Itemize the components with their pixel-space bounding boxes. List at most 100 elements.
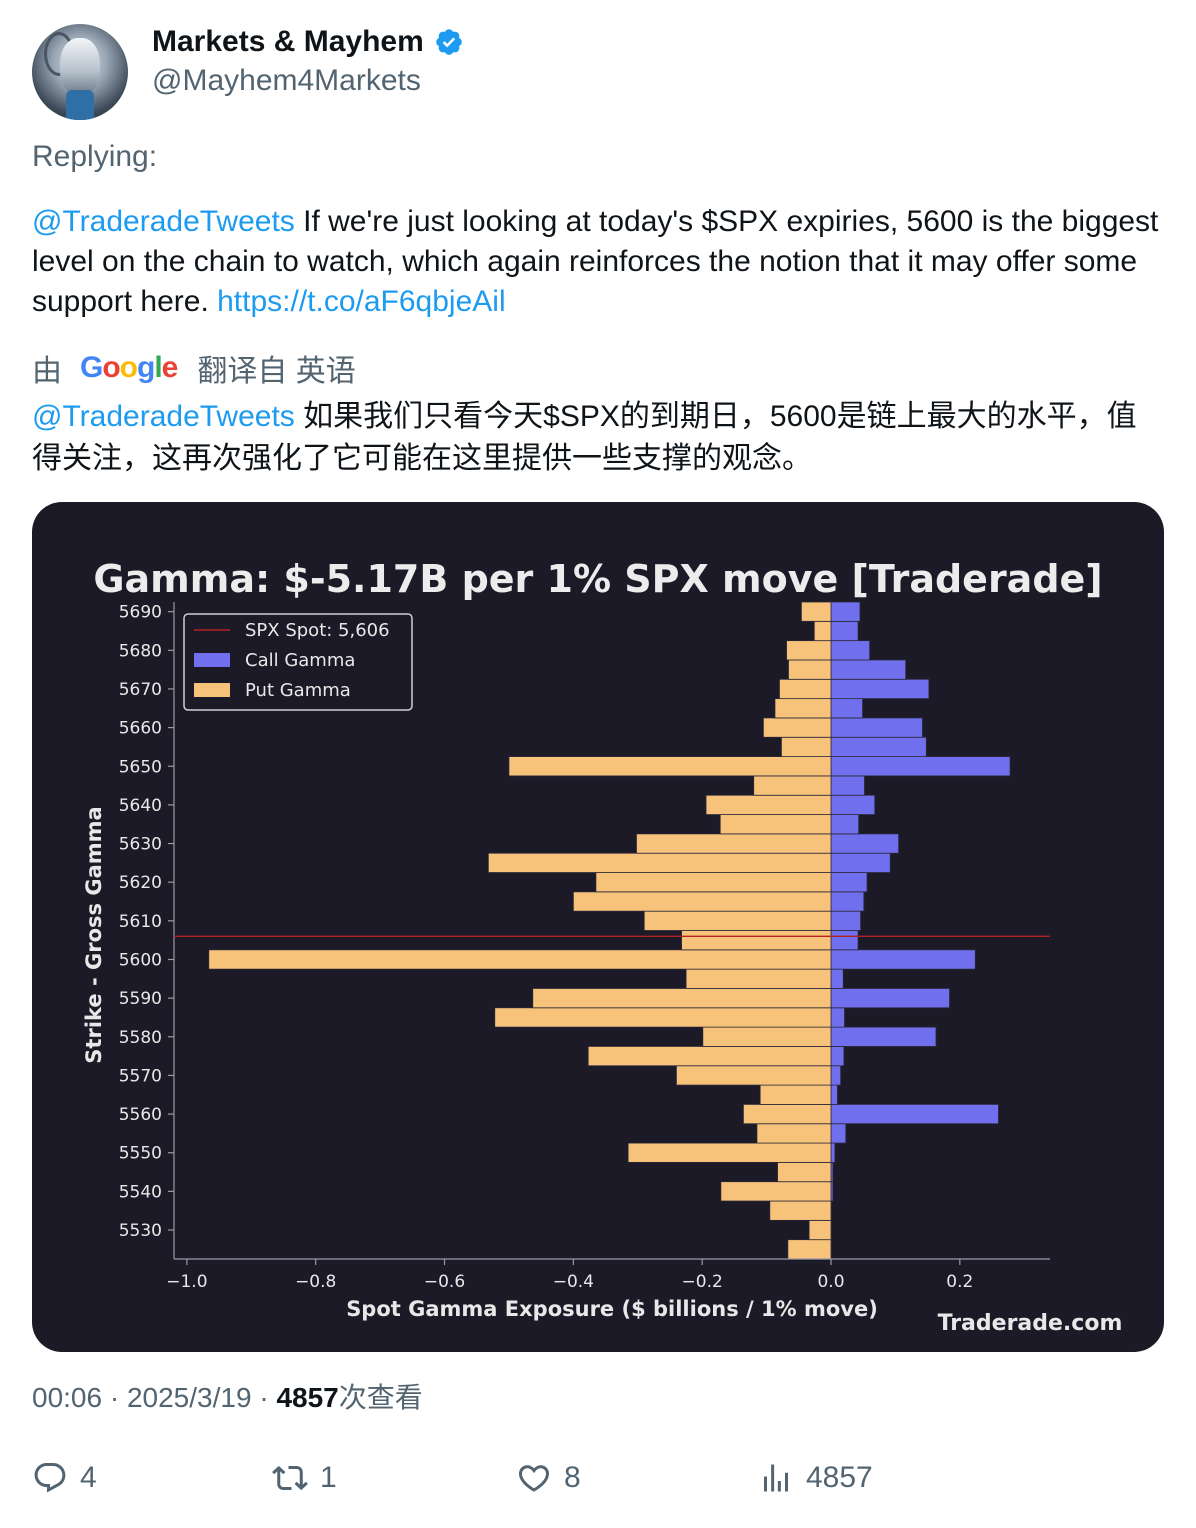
author-name-row: Markets & Mayhem xyxy=(152,24,464,60)
put-gamma-bar xyxy=(759,1084,832,1105)
legend-put-swatch xyxy=(194,683,230,697)
avatar[interactable] xyxy=(32,24,128,120)
reply-button[interactable]: 4 xyxy=(32,1460,97,1496)
call-gamma-bar xyxy=(830,736,927,757)
views-button[interactable]: 4857 xyxy=(758,1460,873,1496)
put-gamma-bar xyxy=(779,678,832,700)
put-gamma-bar xyxy=(769,1200,832,1221)
tweet-date[interactable]: 2025/3/19 xyxy=(126,1382,252,1413)
put-gamma-bar xyxy=(508,756,832,777)
put-gamma-bar xyxy=(705,794,832,815)
y-tick-label: 5600 xyxy=(119,950,162,970)
y-tick-label: 5530 xyxy=(119,1221,162,1241)
put-gamma-bar xyxy=(208,949,832,970)
tweet-time[interactable]: 00:06 xyxy=(32,1382,103,1413)
call-gamma-bar xyxy=(830,1142,836,1163)
put-gamma-bar xyxy=(813,620,832,642)
x-tick-label: −1.0 xyxy=(166,1272,207,1292)
y-tick-label: 5630 xyxy=(119,835,162,855)
y-tick-label: 5540 xyxy=(119,1182,162,1202)
mention-link[interactable]: @TraderadeTweets xyxy=(32,205,295,238)
translated-body: 如果我们只看今天$SPX的到期日，5600是链上最大的水平，值得关注，这再次强化… xyxy=(32,400,1137,475)
chart-image[interactable]: Gamma: $-5.17B per 1% SPX move [Traderad… xyxy=(32,502,1164,1352)
call-gamma-bar xyxy=(830,1104,999,1125)
retweet-button[interactable]: 1 xyxy=(272,1460,337,1496)
legend-call-swatch xyxy=(194,653,230,667)
legend-entry-label: SPX Spot: 5,606 xyxy=(245,620,390,641)
call-gamma-bar xyxy=(830,891,865,912)
translation-attribution: 由 Google 翻译自 英语 xyxy=(32,348,356,388)
put-gamma-bar xyxy=(572,891,832,912)
put-gamma-bar xyxy=(719,814,832,835)
y-tick-label: 5640 xyxy=(119,796,162,816)
y-tick-label: 5620 xyxy=(119,873,162,893)
call-gamma-bar xyxy=(830,775,865,796)
chart-watermark: Traderade.com xyxy=(938,1311,1123,1336)
x-tick-label: −0.4 xyxy=(553,1272,594,1292)
reply-icon xyxy=(34,1463,66,1493)
put-gamma-bar xyxy=(720,1181,832,1202)
translated-by-label: 由 xyxy=(32,355,62,388)
call-gamma-bar xyxy=(830,988,950,1009)
tweet-body: If we're just looking at today's $SPX ex… xyxy=(32,205,1159,318)
put-gamma-bar xyxy=(762,717,832,738)
y-tick-label: 5670 xyxy=(119,680,162,700)
call-gamma-bar xyxy=(830,794,876,815)
like-count: 8 xyxy=(564,1461,581,1494)
author-handle[interactable]: @Mayhem4Markets xyxy=(152,64,421,97)
tweet-url-link[interactable]: https://t.co/aF6qbjeAil xyxy=(217,285,506,318)
put-gamma-bar xyxy=(786,640,832,661)
chart-legend: SPX Spot: 5,606 Call Gamma Put Gamma xyxy=(183,613,413,711)
tweet-actions: 4 1 8 4857 xyxy=(32,1460,1162,1510)
call-gamma-bar xyxy=(830,1007,845,1028)
put-gamma-bar xyxy=(587,1046,832,1067)
analytics-icon xyxy=(764,1464,788,1492)
gamma-chart: Gamma: $-5.17B per 1% SPX move [Traderad… xyxy=(82,557,1123,1336)
call-gamma-bar xyxy=(830,1026,937,1047)
google-logo: Google xyxy=(80,351,178,384)
y-tick-label: 5610 xyxy=(119,912,162,932)
author-display-name[interactable]: Markets & Mayhem xyxy=(152,25,424,58)
x-tick-label: 0.2 xyxy=(946,1272,973,1292)
views-count: 4857 xyxy=(806,1461,873,1494)
call-gamma-bar xyxy=(830,930,859,951)
x-tick-label: −0.2 xyxy=(682,1272,723,1292)
call-gamma-bar xyxy=(830,910,862,931)
like-button[interactable]: 8 xyxy=(516,1460,581,1496)
translated-text: @TraderadeTweets 如果我们只看今天$SPX的到期日，5600是链… xyxy=(32,396,1152,480)
call-gamma-bar xyxy=(830,756,1011,777)
put-gamma-bar xyxy=(636,833,832,854)
verified-badge-icon xyxy=(435,29,462,55)
heart-icon xyxy=(518,1465,550,1492)
replying-label: Replying: xyxy=(32,140,158,173)
chart-x-axis-label: Spot Gamma Exposure ($ billions / 1% mov… xyxy=(346,1297,878,1321)
chart-y-axis-label: Strike - Gross Gamma xyxy=(82,806,106,1063)
tweet-text: @TraderadeTweets If we're just looking a… xyxy=(32,202,1172,322)
retweet-count: 1 xyxy=(320,1461,337,1494)
call-gamma-bar xyxy=(830,640,871,661)
reply-count: 4 xyxy=(80,1461,97,1494)
y-tick-label: 5690 xyxy=(119,603,162,623)
call-gamma-bar xyxy=(830,852,891,873)
put-gamma-bar xyxy=(743,1104,832,1125)
translated-mention-link[interactable]: @TraderadeTweets xyxy=(32,400,295,433)
put-gamma-bar xyxy=(627,1142,832,1163)
put-gamma-bar xyxy=(788,659,832,680)
put-gamma-bar xyxy=(774,698,832,719)
chart-marks: 5690 5680 5670 5660 5650 5640 5630 5620 5610 5600… xyxy=(119,601,1050,1292)
put-gamma-bar xyxy=(702,1026,832,1047)
call-gamma-bar xyxy=(830,968,844,989)
call-gamma-bar xyxy=(830,717,923,738)
legend-entry-label: Put Gamma xyxy=(245,680,351,701)
legend-box xyxy=(183,613,413,711)
call-gamma-bar xyxy=(830,601,861,622)
put-gamma-bar xyxy=(595,872,832,893)
retweet-icon xyxy=(272,1465,308,1491)
put-gamma-bar xyxy=(685,968,832,989)
put-gamma-bar xyxy=(808,1219,832,1241)
call-gamma-bar xyxy=(830,814,860,835)
y-tick-label: 5590 xyxy=(119,989,162,1009)
call-gamma-bar xyxy=(830,620,859,642)
x-tick-label: 0.0 xyxy=(817,1272,844,1292)
y-tick-label: 5650 xyxy=(119,757,162,777)
